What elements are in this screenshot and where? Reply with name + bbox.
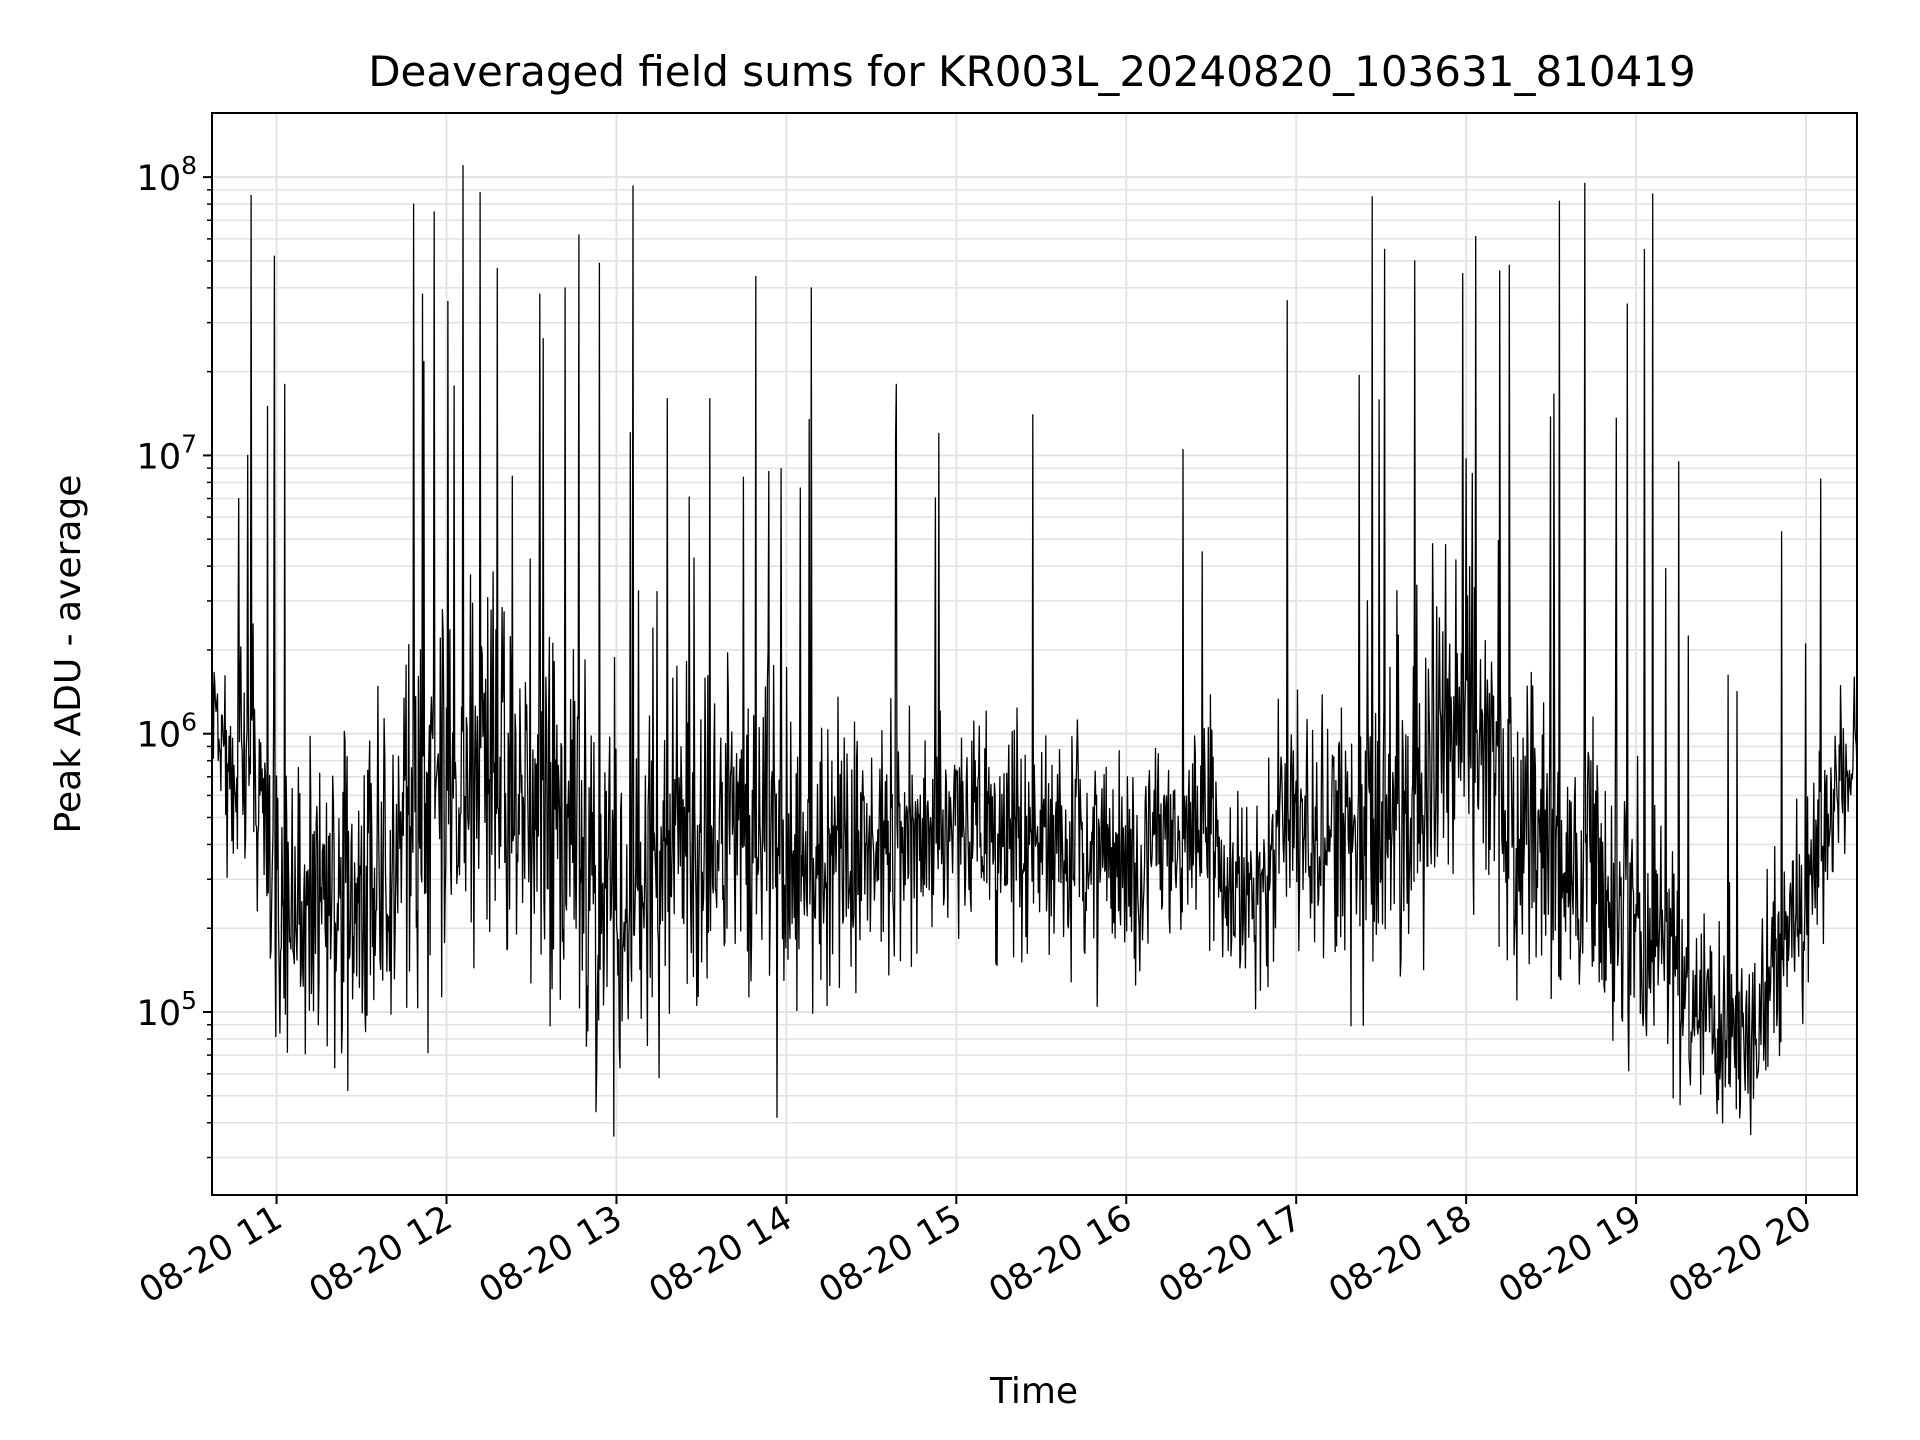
y-tick-label: 105 (137, 986, 197, 1034)
series-group (211, 164, 1858, 1137)
plot-area-frame (211, 112, 1858, 1196)
y-tick-label: 106 (137, 708, 197, 756)
y-axis-label: Peak ADU - average (48, 475, 89, 834)
x-axis-label: Time (989, 1371, 1078, 1412)
y-tick-label: 107 (137, 429, 197, 477)
chart-title: Deaveraged field sums for KR003L_2024082… (368, 47, 1696, 96)
series-line (211, 164, 1858, 1137)
y-tick-label: 108 (137, 151, 197, 199)
